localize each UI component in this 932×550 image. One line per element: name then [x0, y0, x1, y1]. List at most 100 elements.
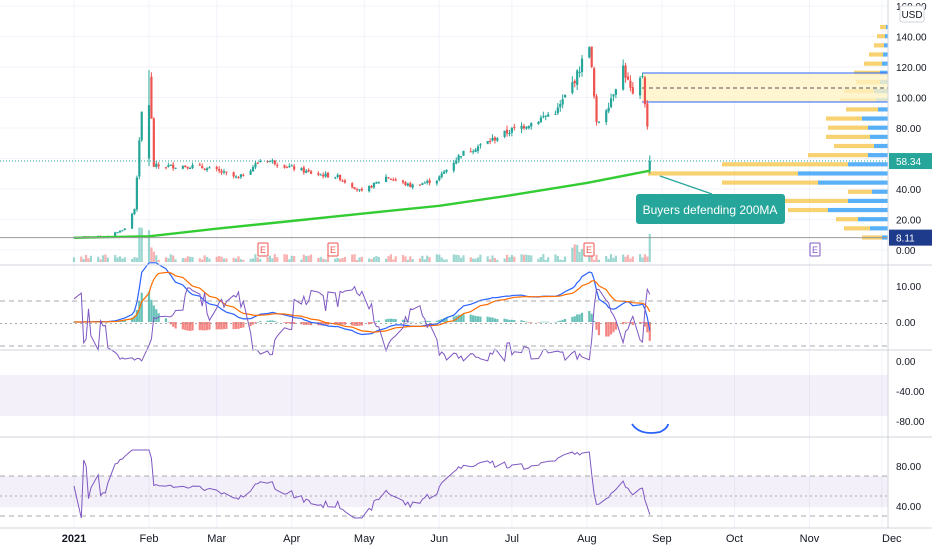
macd-histogram-bar: [578, 314, 581, 322]
candle-body: [293, 166, 296, 170]
candle-body: [307, 169, 310, 172]
volume-bar: [234, 258, 238, 262]
price-tick-label: 40.00: [896, 185, 921, 196]
candle-body: [609, 98, 613, 108]
macd-histogram-bar: [167, 321, 170, 323]
macd-histogram-bar: [423, 321, 426, 322]
candle-body: [542, 116, 545, 118]
candle-body: [317, 173, 320, 175]
volume-bar: [638, 254, 642, 262]
macd-histogram-bar: [510, 319, 513, 322]
macd-histogram-bar: [641, 322, 644, 323]
macd-histogram-bar: [370, 322, 373, 324]
macd-histogram-bar: [476, 316, 480, 322]
price-reference-lines: [0, 160, 888, 239]
volume-profile-up: [885, 34, 888, 39]
earnings-marker-label: E: [330, 245, 336, 255]
earnings-marker: E: [327, 242, 339, 257]
candle-body: [554, 113, 557, 115]
volume-bar: [537, 258, 540, 262]
volume-bar: [631, 256, 634, 262]
macd-histogram-bar: [595, 322, 598, 330]
candle-body: [123, 228, 126, 231]
volume-bar: [130, 258, 134, 262]
volume-bar: [104, 254, 107, 262]
candle-body: [201, 165, 204, 169]
candle-body: [181, 166, 184, 169]
volume-bar: [138, 227, 141, 262]
volume-bar: [375, 256, 378, 262]
macd-histogram-bar: [435, 320, 438, 322]
volume-bar: [220, 256, 223, 262]
volume-bar: [218, 255, 221, 262]
candle-body: [157, 164, 160, 167]
candle-body: [239, 174, 243, 178]
volume-bar: [643, 254, 647, 262]
candle-body: [443, 171, 446, 174]
candle-body: [488, 141, 492, 143]
candle-body: [455, 160, 458, 164]
candle-body: [590, 46, 593, 67]
volume-bar: [140, 227, 143, 262]
candle-body: [595, 96, 598, 123]
macd-histogram-bar: [290, 322, 293, 324]
volume-bar: [181, 258, 184, 262]
volume-bar: [174, 259, 177, 262]
volume-bar: [513, 256, 516, 262]
candle-body: [140, 111, 143, 141]
macd-histogram-bar: [428, 320, 431, 322]
candle-body: [341, 180, 344, 182]
volume-profile-down: [648, 171, 798, 176]
macd-histogram-bar: [242, 322, 245, 328]
candle-body: [530, 122, 533, 127]
candle-body: [116, 232, 119, 234]
volume-bar: [452, 254, 455, 262]
last-price-box: [889, 153, 932, 170]
price-tick-label: 120.00: [896, 63, 927, 74]
volume-bar: [426, 255, 429, 262]
volume-bar: [307, 255, 310, 262]
x-axis: 2021 Feb Mar Apr May Jun Jul Aug Sep Oct Nov Dec: [62, 533, 902, 545]
currency-label: USD: [901, 10, 922, 21]
volume-bar: [462, 255, 465, 262]
volume-profile-down: [848, 189, 872, 194]
macd-histogram-bar: [351, 322, 354, 326]
volume-bar: [169, 254, 172, 262]
macd-histogram-bar: [563, 318, 567, 322]
macd-histogram-bar: [225, 322, 228, 329]
volume-bar: [256, 257, 259, 262]
volume-profile-up: [818, 180, 888, 185]
rsi-tick-label: 80.00: [896, 462, 921, 473]
macd-histogram-bar: [174, 322, 177, 329]
price-tick-label: 80.00: [896, 124, 921, 135]
volume-profile-up: [858, 217, 888, 222]
volume-bar: [443, 259, 446, 262]
volume-bar: [351, 254, 354, 262]
price-tick-label: 0.00: [896, 246, 916, 257]
volume-bar: [276, 257, 279, 262]
candle-body: [547, 114, 550, 117]
volume-bar: [135, 257, 138, 262]
volume-bar: [522, 254, 526, 262]
candle-body: [276, 165, 279, 167]
candle-body: [169, 164, 172, 166]
macd-histogram-bar: [237, 322, 240, 329]
volume-bar: [438, 254, 441, 262]
volume-bar: [266, 257, 269, 262]
volume-profile-down: [844, 226, 870, 231]
macd-tick-label: 0.00: [896, 318, 916, 329]
macd-histogram-bar: [377, 320, 380, 322]
volume-bar: [99, 259, 102, 262]
candle-body: [249, 170, 252, 175]
volume-bar: [208, 258, 211, 262]
macd-histogram-bar: [186, 322, 189, 331]
last-price-label: 58.34: [896, 157, 921, 168]
macd-histogram-bar: [234, 322, 238, 329]
earnings-marker-label: E: [586, 245, 592, 255]
macd-histogram-bar: [593, 320, 596, 322]
macd-histogram-bar: [392, 318, 395, 322]
volume-bar: [273, 254, 276, 262]
volume-bar: [101, 255, 105, 262]
candle-body: [457, 155, 460, 161]
